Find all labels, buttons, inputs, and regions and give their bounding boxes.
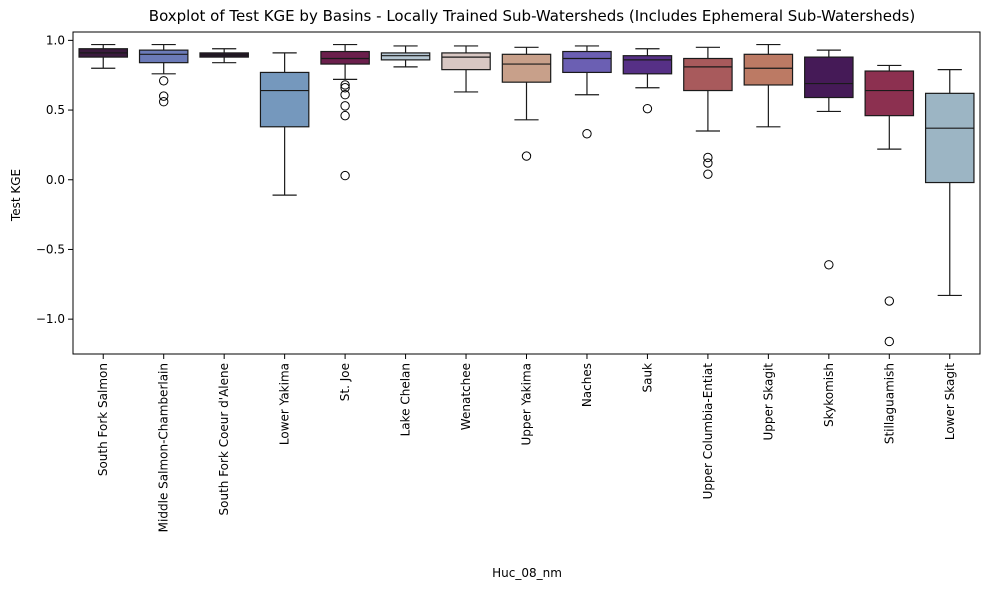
x-tick-label: St. Joe xyxy=(338,363,352,401)
box-7 xyxy=(501,53,552,83)
box-1 xyxy=(138,49,189,64)
box-13 xyxy=(864,70,915,117)
box-12 xyxy=(804,56,854,99)
y-tick-label: −1.0 xyxy=(36,312,65,326)
x-tick-label: Wenatchee xyxy=(459,363,473,430)
x-tick-label: South Fork Coeur d'Alene xyxy=(217,363,231,516)
x-tick-label: South Fork Salmon xyxy=(96,363,110,476)
box-3 xyxy=(259,71,310,128)
x-tick-label: Lake Chelan xyxy=(399,363,413,436)
x-tick-label: Upper Skagit xyxy=(761,363,775,441)
outlier-point xyxy=(340,83,350,93)
box-5 xyxy=(380,52,431,61)
outlier-point xyxy=(884,336,894,347)
y-axis-label: Test KGE xyxy=(9,169,23,222)
outlier-point xyxy=(340,101,350,111)
outlier-point xyxy=(340,170,350,181)
outlier-point xyxy=(340,110,350,121)
outlier-point xyxy=(703,158,713,168)
outlier-point xyxy=(703,169,713,179)
outlier-point xyxy=(884,296,894,306)
outlier-point xyxy=(340,90,350,100)
outlier-point xyxy=(340,80,350,90)
outlier-point xyxy=(521,151,532,161)
box-11 xyxy=(743,53,794,86)
x-tick-label: Sauk xyxy=(640,363,654,393)
chart-title: Boxplot of Test KGE by Basins - Locally … xyxy=(149,7,915,25)
x-tick-label: Naches xyxy=(580,363,594,407)
x-tick-label: Stillaguamish xyxy=(882,363,896,444)
box-6 xyxy=(441,52,491,71)
box-10 xyxy=(683,57,733,92)
outlier-point xyxy=(642,103,653,114)
box-9 xyxy=(622,55,673,75)
x-tick-label: Middle Salmon-Chamberlain xyxy=(157,363,171,532)
y-tick-label: 1.0 xyxy=(46,33,65,47)
y-tick-label: 0.5 xyxy=(46,103,65,117)
y-tick-label: 0.0 xyxy=(46,173,65,187)
x-tick-label: Upper Yakima xyxy=(520,363,534,446)
x-axis-label: Huc_08_nm xyxy=(492,566,562,580)
outlier-point xyxy=(159,76,169,86)
outlier-point xyxy=(703,152,713,163)
box-4 xyxy=(320,50,370,65)
x-tick-label: Lower Yakima xyxy=(278,363,292,445)
box-8 xyxy=(562,50,612,74)
y-tick-label: −0.5 xyxy=(36,242,65,256)
outlier-point xyxy=(824,260,834,270)
x-tick-label: Upper Columbia-Entiat xyxy=(701,363,715,500)
outlier-point xyxy=(159,96,169,107)
x-tick-label: Lower Skagit xyxy=(943,363,957,440)
x-tick-label: Skykomish xyxy=(822,363,836,427)
outlier-point xyxy=(582,129,592,139)
box-14 xyxy=(924,92,975,184)
outlier-point xyxy=(159,91,169,101)
